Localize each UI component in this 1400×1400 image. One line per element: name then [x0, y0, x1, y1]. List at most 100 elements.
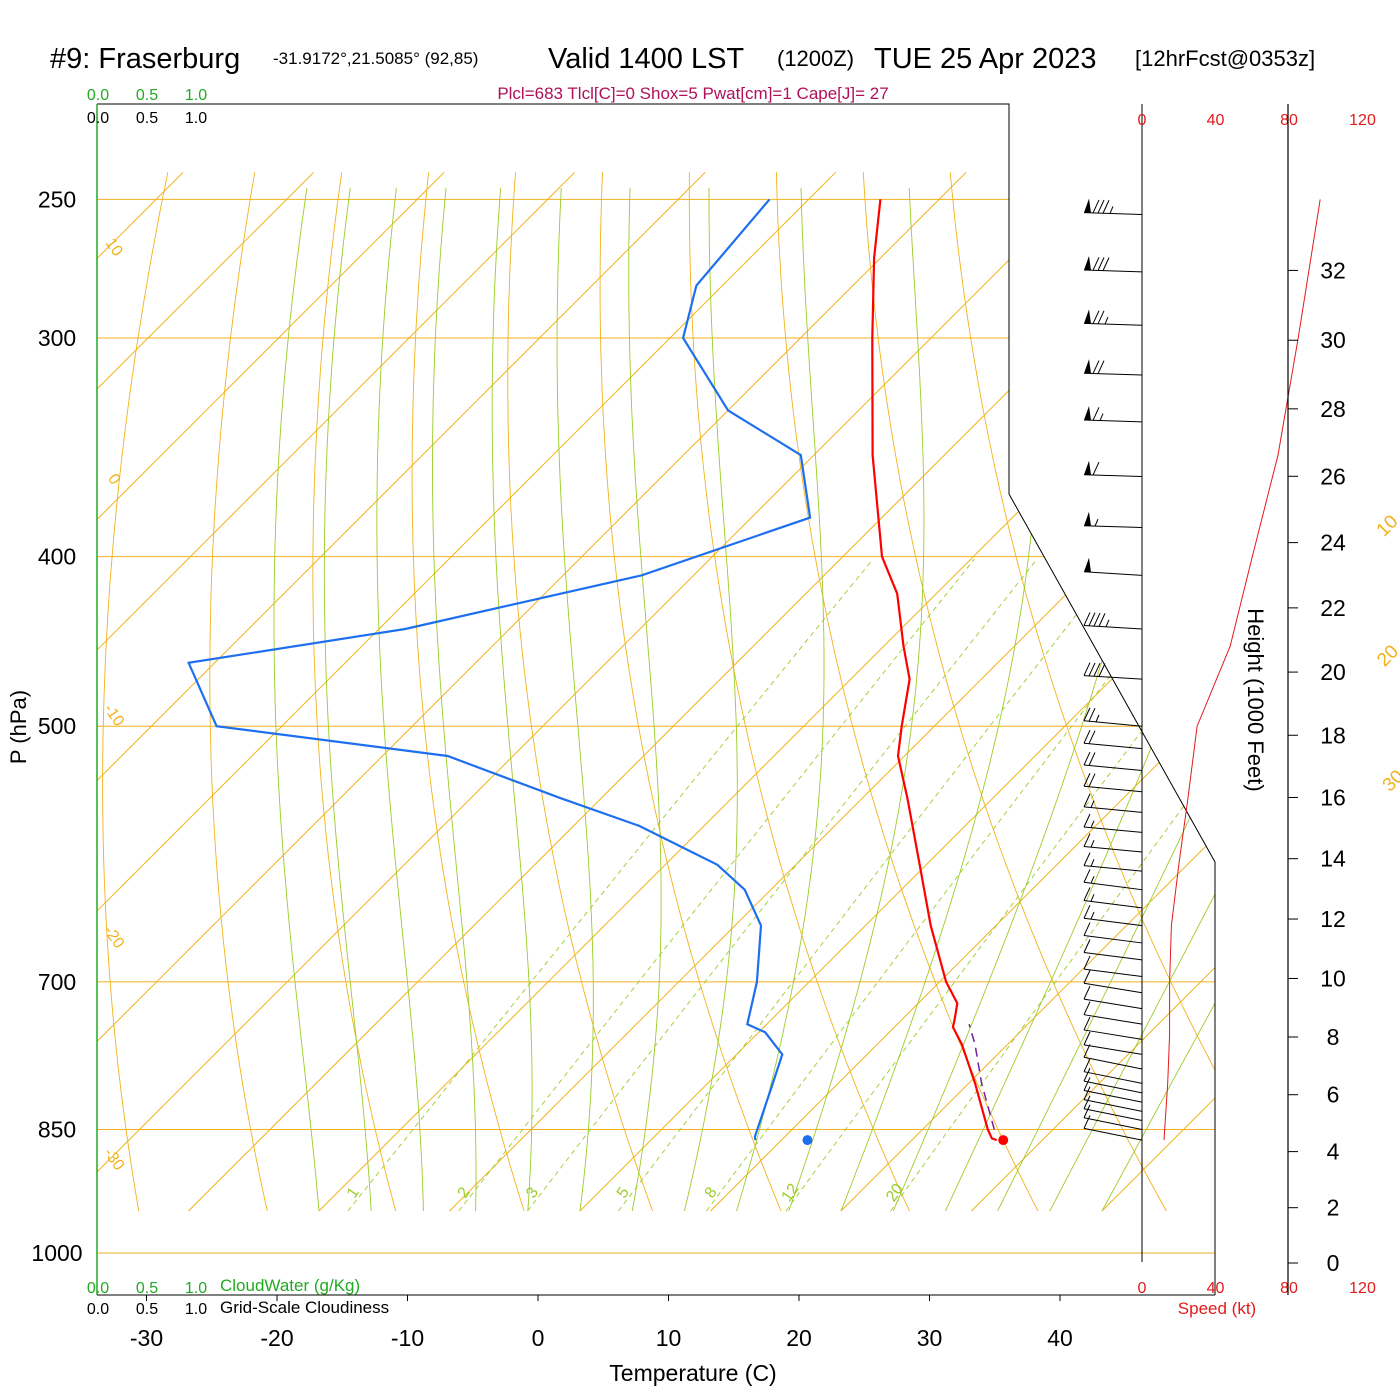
dry-adiabat [599, 172, 782, 1212]
cloudiness-scale-top: 0.0 [87, 110, 109, 127]
wind-barb [1083, 1115, 1143, 1141]
cloudwater-scale-top: 1.0 [185, 87, 207, 104]
moist-adiabat [944, 187, 1215, 1212]
wind-barb [1083, 751, 1143, 771]
isotherm [971, 171, 1215, 1212]
dry-adiabat [507, 172, 654, 1212]
wind-speed-tick-bottom: 80 [1280, 1280, 1298, 1297]
forecast-label: [12hrFcst@0353z] [1135, 46, 1315, 71]
isohume-label: 2 [455, 1184, 474, 1201]
isotherm [710, 171, 1215, 1212]
height-tick: 0 [1327, 1250, 1340, 1276]
pressure-tick-1000: 1000 [31, 1240, 82, 1266]
surface-temperature-dot [998, 1135, 1009, 1146]
dry-adiabat [1385, 172, 1400, 1211]
cloudiness-scale-bottom: 0.0 [87, 1301, 109, 1318]
moist-adiabat [491, 187, 533, 1212]
moist-adiabat [1049, 187, 1215, 1212]
dry-adiabat-label: -30 [100, 1145, 127, 1174]
height-tick: 26 [1320, 463, 1346, 489]
dry-adiabat [102, 172, 169, 1212]
stability-params: Plcl=683 Tlcl[C]=0 Shox=5 Pwat[cm]=1 Cap… [497, 84, 888, 103]
wind-speed-tick-top: 120 [1349, 112, 1376, 129]
cloudiness-scale-top: 0.5 [136, 110, 158, 127]
pressure-tick-250: 250 [38, 186, 76, 212]
temperature-tick: 20 [786, 1325, 812, 1351]
cloud-scales: 0.0 0.5 1.0 0.0 0.5 1.0 0.0 0.5 1.0 0.0 0.5 1.0 [87, 87, 207, 1318]
wind-barb [1083, 256, 1143, 273]
isotherm-label-10: 10 [1373, 511, 1400, 541]
height-tick: 12 [1320, 906, 1346, 932]
isohume-label: 3 [523, 1184, 542, 1201]
dry-adiabat [411, 172, 525, 1212]
temperature-tick: -30 [130, 1325, 163, 1351]
dry-adiabat [1298, 172, 1400, 1211]
wind-speed-tick-top: 80 [1280, 112, 1298, 129]
dry-adiabat [1210, 172, 1215, 1212]
wind-barb [1083, 922, 1143, 944]
wind-barb [1083, 557, 1143, 576]
wind-barb [1083, 1077, 1143, 1103]
wind-barb [1083, 773, 1143, 793]
cloudwater-scale-bottom: 0.0 [87, 1280, 109, 1297]
temperature-tick: 10 [656, 1325, 682, 1351]
height-tick: 4 [1327, 1139, 1340, 1165]
mixing-ratio-line [785, 558, 1215, 1212]
mixing-ratio-lines [347, 558, 1215, 1212]
moist-adiabat [628, 187, 662, 1212]
wind-barb [1083, 406, 1143, 423]
wind-barb [1083, 869, 1143, 891]
temperature-tick: 40 [1047, 1325, 1073, 1351]
height-tick: 18 [1320, 722, 1346, 748]
isotherm [97, 171, 837, 1212]
moist-adiabat [997, 187, 1215, 1212]
wind-barb [1083, 905, 1143, 927]
wind-barb [1083, 852, 1143, 872]
dry-adiabat [209, 172, 268, 1212]
mixing-ratio-line [890, 558, 1215, 1212]
temperature-ticks: -30 -20 -10 0 10 20 30 40 [130, 1295, 1073, 1351]
height-axis-label: Height (1000 Feet) [1243, 608, 1268, 791]
cloudwater-label: CloudWater (g/Kg) [220, 1276, 360, 1295]
mixing-ratio-line [706, 558, 1201, 1212]
wind-speed-tick-top: 40 [1207, 112, 1225, 129]
isotherm [318, 171, 1215, 1212]
wind-barb [1083, 985, 1143, 1010]
wind-speed-tick-top: 0 [1138, 112, 1147, 129]
isotherm [97, 171, 1098, 1212]
wind-barb [1083, 1001, 1143, 1025]
height-tick: 20 [1320, 659, 1346, 685]
wind-speed-tick-bottom: 0 [1138, 1280, 1147, 1297]
wind-barb [1083, 1095, 1143, 1121]
mixing-ratio-line [347, 558, 874, 1212]
wind-barb [1083, 939, 1143, 961]
height-tick: 24 [1320, 530, 1346, 556]
x-axis-label: Temperature (C) [609, 1360, 776, 1386]
isohume-label: 12 [779, 1181, 803, 1205]
cloudiness-label: Grid-Scale Cloudiness [220, 1298, 389, 1317]
height-tick: 16 [1320, 784, 1346, 810]
isotherm [840, 171, 1215, 1212]
wind-barb [1083, 460, 1143, 478]
height-tick: 32 [1320, 257, 1346, 283]
wind-speed-label: Speed (kt) [1178, 1299, 1256, 1318]
isohume-label: 8 [702, 1184, 721, 1201]
isotherm [97, 171, 706, 1212]
temperature-tick: -10 [391, 1325, 424, 1351]
wind-barb [1083, 1058, 1143, 1084]
isotherm [97, 171, 445, 1212]
dry-adiabat-label: 0 [104, 471, 123, 488]
height-tick: 6 [1327, 1082, 1340, 1108]
dry-adiabat [312, 172, 397, 1212]
pressure-tick-850: 850 [38, 1116, 76, 1142]
wind-barb [1083, 970, 1143, 994]
wind-barb [1083, 833, 1143, 853]
cloudiness-scale-bottom: 0.5 [136, 1301, 158, 1318]
isotherm-label-20: 20 [1373, 641, 1400, 671]
wind-barb [1083, 730, 1143, 750]
wind-barb [1083, 359, 1143, 376]
wind-barb [1083, 1044, 1143, 1070]
